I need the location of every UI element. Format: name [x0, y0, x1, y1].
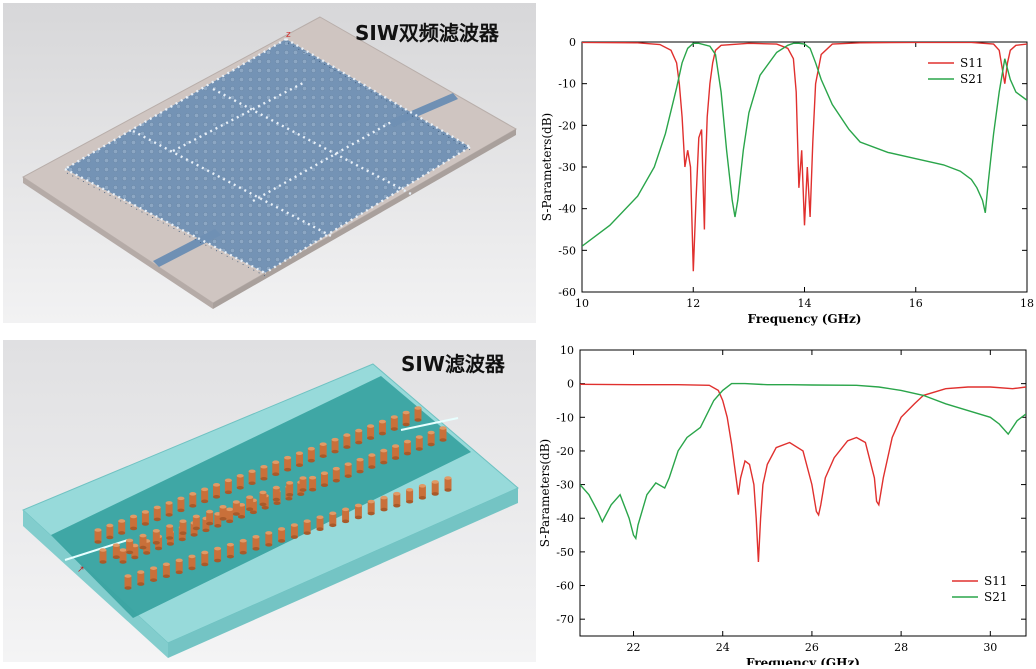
y-tick-label: 0: [569, 36, 576, 49]
y-tick-label: -40: [556, 512, 574, 525]
y-tick-label: -60: [558, 286, 576, 299]
legend-label-s21: S21: [960, 72, 984, 86]
x-tick-label: 14: [798, 297, 812, 310]
y-tick-label: -50: [558, 244, 576, 257]
x-axis-label: Frequency (GHz): [746, 656, 860, 665]
y-tick-label: -20: [556, 445, 574, 458]
input-feed-line: [153, 229, 221, 267]
substrate-edge-right: [213, 129, 516, 309]
dual-band-filter-model-panel: z SIW双频滤波器: [3, 3, 536, 323]
x-axis-label: Frequency (GHz): [748, 312, 862, 326]
via-post-row-lower: [99, 476, 452, 590]
series-line-s11: [582, 42, 1027, 272]
output-feed-line: [400, 417, 459, 431]
y-tick-label: 0: [567, 378, 574, 391]
y-tick-label: -40: [558, 203, 576, 216]
y-tick-label: -30: [556, 479, 574, 492]
y-tick-label: -30: [558, 161, 576, 174]
y-tick-label: 10: [560, 344, 574, 357]
x-tick-label: 28: [894, 641, 908, 654]
input-feed-line: [64, 539, 129, 561]
x-tick-label: 22: [627, 641, 641, 654]
axis-gizmo-icon: z: [286, 30, 291, 40]
x-tick-label: 16: [909, 297, 923, 310]
legend-label-s11: S11: [984, 574, 1008, 588]
x-tick-label: 26: [805, 641, 819, 654]
chart-2-svg: 10 0 -10 -20 -30 -40 -50 -60 -70 22 24 26 28 30 Freque…: [538, 344, 1027, 669]
output-feed-line: [388, 93, 458, 127]
dual-band-filter-model-render: z: [3, 3, 536, 323]
siw-filter-model-render: ↗: [3, 340, 536, 662]
chart-dual-band-s-parameters: 0 -10 -20 -30 -40 -50 -60 10 12 14 16 18 Frequency (…: [538, 0, 1036, 334]
substrate-edge-right: [168, 488, 518, 658]
chart-siw-s-parameters: 10 0 -10 -20 -30 -40 -50 -60 -70 22 24 26 28 30 Freque…: [538, 336, 1036, 669]
substrate-edge: [23, 510, 168, 658]
bottom-model-title: SIW滤波器: [401, 352, 505, 376]
substrate-edge: [23, 177, 213, 309]
y-axis-label: S-Parameters(dB): [540, 113, 554, 221]
series-line-s11: [580, 383, 1026, 563]
y-tick-label: -10: [558, 78, 576, 91]
legend-label-s11: S11: [960, 56, 984, 70]
x-tick-label: 10: [575, 297, 589, 310]
axis-gizmo-icon: ↗: [77, 565, 85, 575]
series-line-s21: [582, 42, 1027, 247]
via-array: [65, 39, 470, 273]
series-line-s21: [580, 382, 1026, 541]
y-tick-label: -70: [556, 613, 574, 626]
y-tick-label: -60: [556, 580, 574, 593]
x-tick-label: 30: [983, 641, 997, 654]
plot-area: [579, 349, 1027, 637]
y-tick-label: -10: [556, 411, 574, 424]
via-rows: [64, 37, 471, 275]
y-tick-label: -50: [556, 546, 574, 559]
siw-filter-model-panel: ↗ SIW滤波器: [3, 340, 536, 662]
x-tick-label: 18: [1020, 297, 1034, 310]
legend-label-s21: S21: [984, 590, 1008, 604]
x-tick-label: 12: [686, 297, 700, 310]
x-tick-label: 24: [716, 641, 730, 654]
top-model-title: SIW双频滤波器: [355, 21, 499, 45]
y-tick-label: -20: [558, 119, 576, 132]
y-axis-label: S-Parameters(dB): [538, 439, 552, 547]
